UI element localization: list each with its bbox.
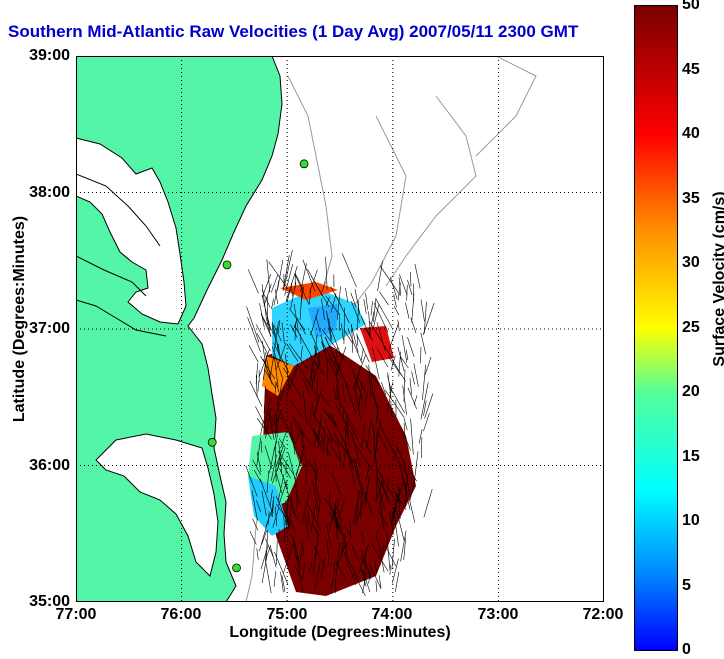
station-marker [299, 159, 309, 169]
grid-lines [76, 56, 604, 602]
station-markers [207, 159, 309, 573]
ytick-label: 37:00 [29, 320, 70, 337]
xtick-label: 75:00 [266, 606, 308, 623]
y-axis-label: Latitude (Degrees:Minutes) [11, 215, 28, 423]
colorbar-tick: 45 [682, 61, 700, 78]
station-marker [207, 437, 217, 447]
colorbar [634, 5, 678, 651]
station-marker [222, 260, 232, 270]
colorbar-tick: 5 [682, 577, 691, 594]
colorbar-tick: 30 [682, 254, 700, 271]
colorbar-tick: 25 [682, 319, 700, 336]
xtick-label: 72:00 [582, 606, 624, 623]
xtick-label: 73:00 [477, 606, 519, 623]
ytick-label: 38:00 [29, 184, 70, 201]
ytick-label: 36:00 [29, 457, 70, 474]
ytick-label: 39:00 [29, 47, 70, 64]
velocity-vectors [245, 249, 435, 596]
colorbar-tick: 10 [682, 512, 700, 529]
velocity-map [76, 56, 604, 602]
colorbar-tick: 40 [682, 125, 700, 142]
x-axis-label: Longitude (Degrees:Minutes) [229, 624, 451, 641]
xtick-label: 76:00 [160, 606, 202, 623]
colorbar-tick: 50 [682, 0, 700, 13]
ytick-label: 35:00 [29, 593, 70, 610]
colorbar-tick: 20 [682, 383, 700, 400]
colorbar-label: Surface Velocity (cm/s) [711, 191, 724, 367]
colorbar-tick: 35 [682, 190, 700, 207]
colorbar-tick: 15 [682, 448, 700, 465]
map-title: Southern Mid-Atlantic Raw Velocities (1 … [8, 22, 579, 41]
station-marker [232, 563, 241, 573]
colorbar-tick: 0 [682, 641, 691, 658]
pamlico-sound [95, 433, 219, 577]
xtick-label: 74:00 [371, 606, 413, 623]
xtick-label: 77:00 [55, 606, 97, 623]
